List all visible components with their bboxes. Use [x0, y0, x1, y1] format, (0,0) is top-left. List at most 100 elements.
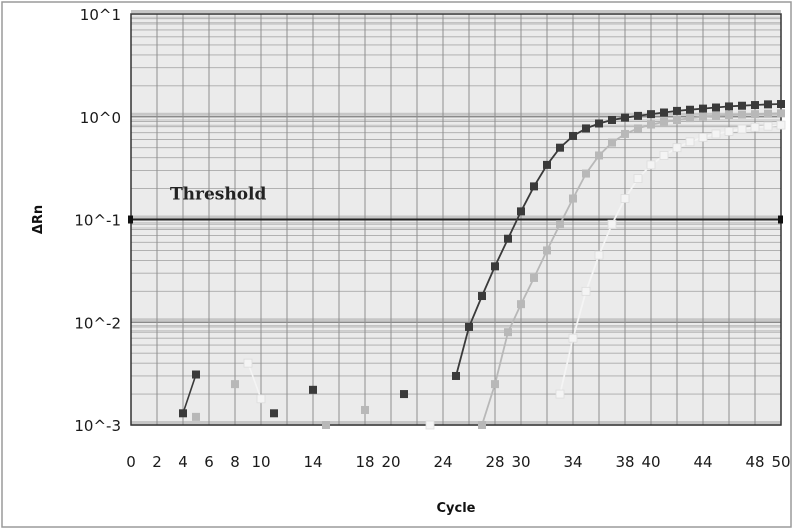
data-point: [491, 380, 499, 389]
data-point: [699, 112, 707, 121]
decade-band: [131, 10, 781, 13]
data-point: [568, 333, 578, 343]
x-tick-label: 30: [511, 453, 530, 471]
x-tick-labels: 0 2 4 6 8 10 14 18 20 24 28 30 34 38 40 44 48 50: [126, 453, 790, 471]
data-point: [569, 131, 577, 140]
data-point: [699, 104, 707, 113]
data-point: [179, 409, 187, 418]
data-point: [452, 371, 460, 380]
data-point: [478, 292, 486, 301]
data-point: [595, 151, 603, 160]
data-point: [478, 421, 486, 429]
data-point: [556, 220, 564, 229]
x-tick-label: 24: [433, 453, 452, 471]
data-point: [400, 390, 408, 399]
series-layer: [179, 100, 786, 430]
decade-band: [131, 112, 781, 116]
data-point: [685, 137, 695, 147]
data-point: [738, 101, 746, 110]
data-point: [686, 105, 694, 114]
x-tick-label: 44: [693, 453, 712, 471]
data-point: [750, 122, 760, 132]
data-point: [686, 114, 694, 123]
series-line: [182, 374, 197, 414]
x-tick-label: 4: [178, 453, 188, 471]
data-point: [231, 380, 239, 389]
threshold-marker-left: [128, 215, 133, 224]
y-tick-label: 10^-2: [74, 314, 121, 332]
data-point: [659, 151, 669, 160]
data-point: [361, 405, 369, 414]
data-point: [633, 174, 643, 184]
data-point: [595, 119, 603, 128]
data-point: [737, 124, 747, 134]
decade-band: [131, 318, 781, 322]
data-point: [673, 106, 681, 115]
x-tick-label: 20: [381, 453, 400, 471]
data-point: [646, 160, 656, 170]
data-point: [608, 138, 616, 147]
x-tick-label: 40: [641, 453, 660, 471]
data-point: [607, 219, 617, 229]
x-tick-label: 18: [355, 453, 374, 471]
y-tick-label: 10^1: [80, 6, 121, 24]
threshold-label: Threshold: [170, 185, 267, 205]
data-point: [634, 124, 642, 133]
data-point: [777, 109, 785, 118]
data-point: [504, 234, 512, 243]
data-point: [647, 110, 655, 119]
data-point: [309, 385, 317, 394]
y-tick-label: 10^-3: [74, 417, 121, 435]
data-point: [647, 120, 655, 129]
data-point: [192, 370, 200, 379]
data-point: [504, 328, 512, 337]
data-point: [555, 389, 565, 399]
series-2: [192, 109, 785, 429]
x-tick-label: 6: [204, 453, 214, 471]
data-point: [543, 160, 551, 169]
data-point: [725, 110, 733, 119]
data-point: [698, 132, 708, 142]
x-tick-label: 50: [771, 453, 790, 471]
data-point: [738, 110, 746, 119]
data-point: [543, 246, 551, 255]
data-point: [465, 322, 473, 331]
threshold-line: [128, 215, 783, 224]
x-tick-label: 14: [303, 453, 322, 471]
data-point: [594, 250, 604, 260]
data-point: [660, 108, 668, 117]
decade-band: [131, 215, 781, 219]
data-point: [556, 143, 564, 152]
x-tick-label: 8: [230, 453, 240, 471]
x-tick-label: 10: [251, 453, 270, 471]
data-point: [620, 194, 630, 203]
data-point: [530, 273, 538, 282]
series-3: [243, 120, 786, 430]
y-tick-label: 10^-1: [74, 212, 121, 230]
data-point: [672, 143, 682, 153]
data-point: [764, 109, 772, 118]
data-point: [725, 102, 733, 111]
data-point: [582, 124, 590, 133]
data-point: [322, 421, 330, 429]
data-point: [776, 120, 786, 130]
data-point: [763, 121, 773, 131]
data-point: [530, 182, 538, 191]
data-point: [608, 115, 616, 124]
data-point: [517, 207, 525, 216]
x-tick-label: 34: [563, 453, 582, 471]
data-point: [764, 100, 772, 109]
data-point: [569, 194, 577, 203]
y-axis-title: ΔRn: [31, 205, 46, 234]
data-point: [425, 420, 435, 430]
data-point: [751, 101, 759, 110]
data-point: [517, 300, 525, 309]
data-point: [724, 127, 734, 136]
x-tick-label: 2: [152, 453, 162, 471]
data-point: [270, 409, 278, 418]
y-tick-label: 10^0: [80, 109, 121, 127]
data-point: [711, 129, 721, 139]
data-point: [660, 117, 668, 126]
threshold-marker-right: [778, 215, 783, 224]
